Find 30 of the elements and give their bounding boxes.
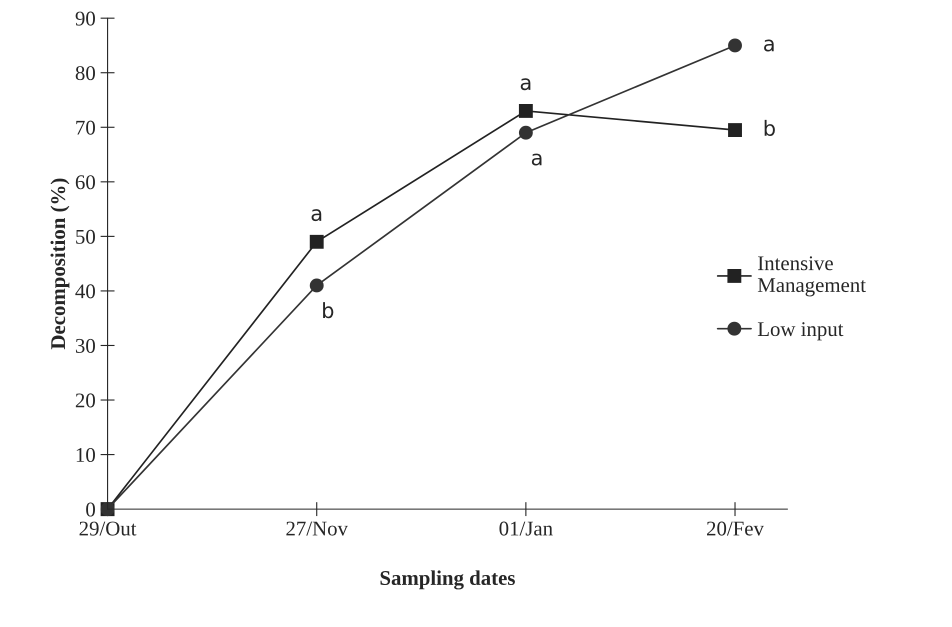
annotation: a — [764, 40, 774, 52]
point — [518, 126, 533, 140]
annotation: a — [520, 78, 530, 90]
x-tick-label: 29/Out — [80, 522, 136, 536]
y-axis-title: Decomposition (%) — [50, 178, 70, 350]
y-tick-label: 10 — [76, 448, 95, 462]
x-tick-label: 01/Jan — [499, 522, 553, 536]
legend-label: Intensive Management — [758, 256, 866, 296]
x-tick-label: 27/Nov — [286, 522, 348, 536]
y-tick-label: 50 — [76, 230, 95, 244]
point — [310, 234, 324, 249]
y-tick-label: 80 — [76, 66, 95, 80]
annotation: b — [764, 120, 775, 136]
y-tick-label: 90 — [76, 12, 95, 26]
y-tick-label: 30 — [76, 338, 95, 353]
y-tick-label: 20 — [76, 393, 95, 408]
legend-label: Low input — [758, 322, 844, 340]
y-tick-label: 0 — [86, 502, 95, 517]
y-tick-label: 40 — [75, 284, 95, 298]
point — [518, 104, 533, 118]
point — [728, 38, 742, 52]
annotation: b — [323, 302, 334, 318]
annotation: a — [312, 209, 322, 222]
point — [310, 278, 324, 292]
x-tick-label: 20/Fev — [706, 522, 764, 536]
x-axis-title: Sampling dates — [380, 570, 515, 590]
y-tick-label: 70 — [76, 120, 95, 135]
point — [728, 123, 742, 137]
y-tick-label: 60 — [76, 175, 95, 190]
annotation: a — [532, 154, 542, 166]
